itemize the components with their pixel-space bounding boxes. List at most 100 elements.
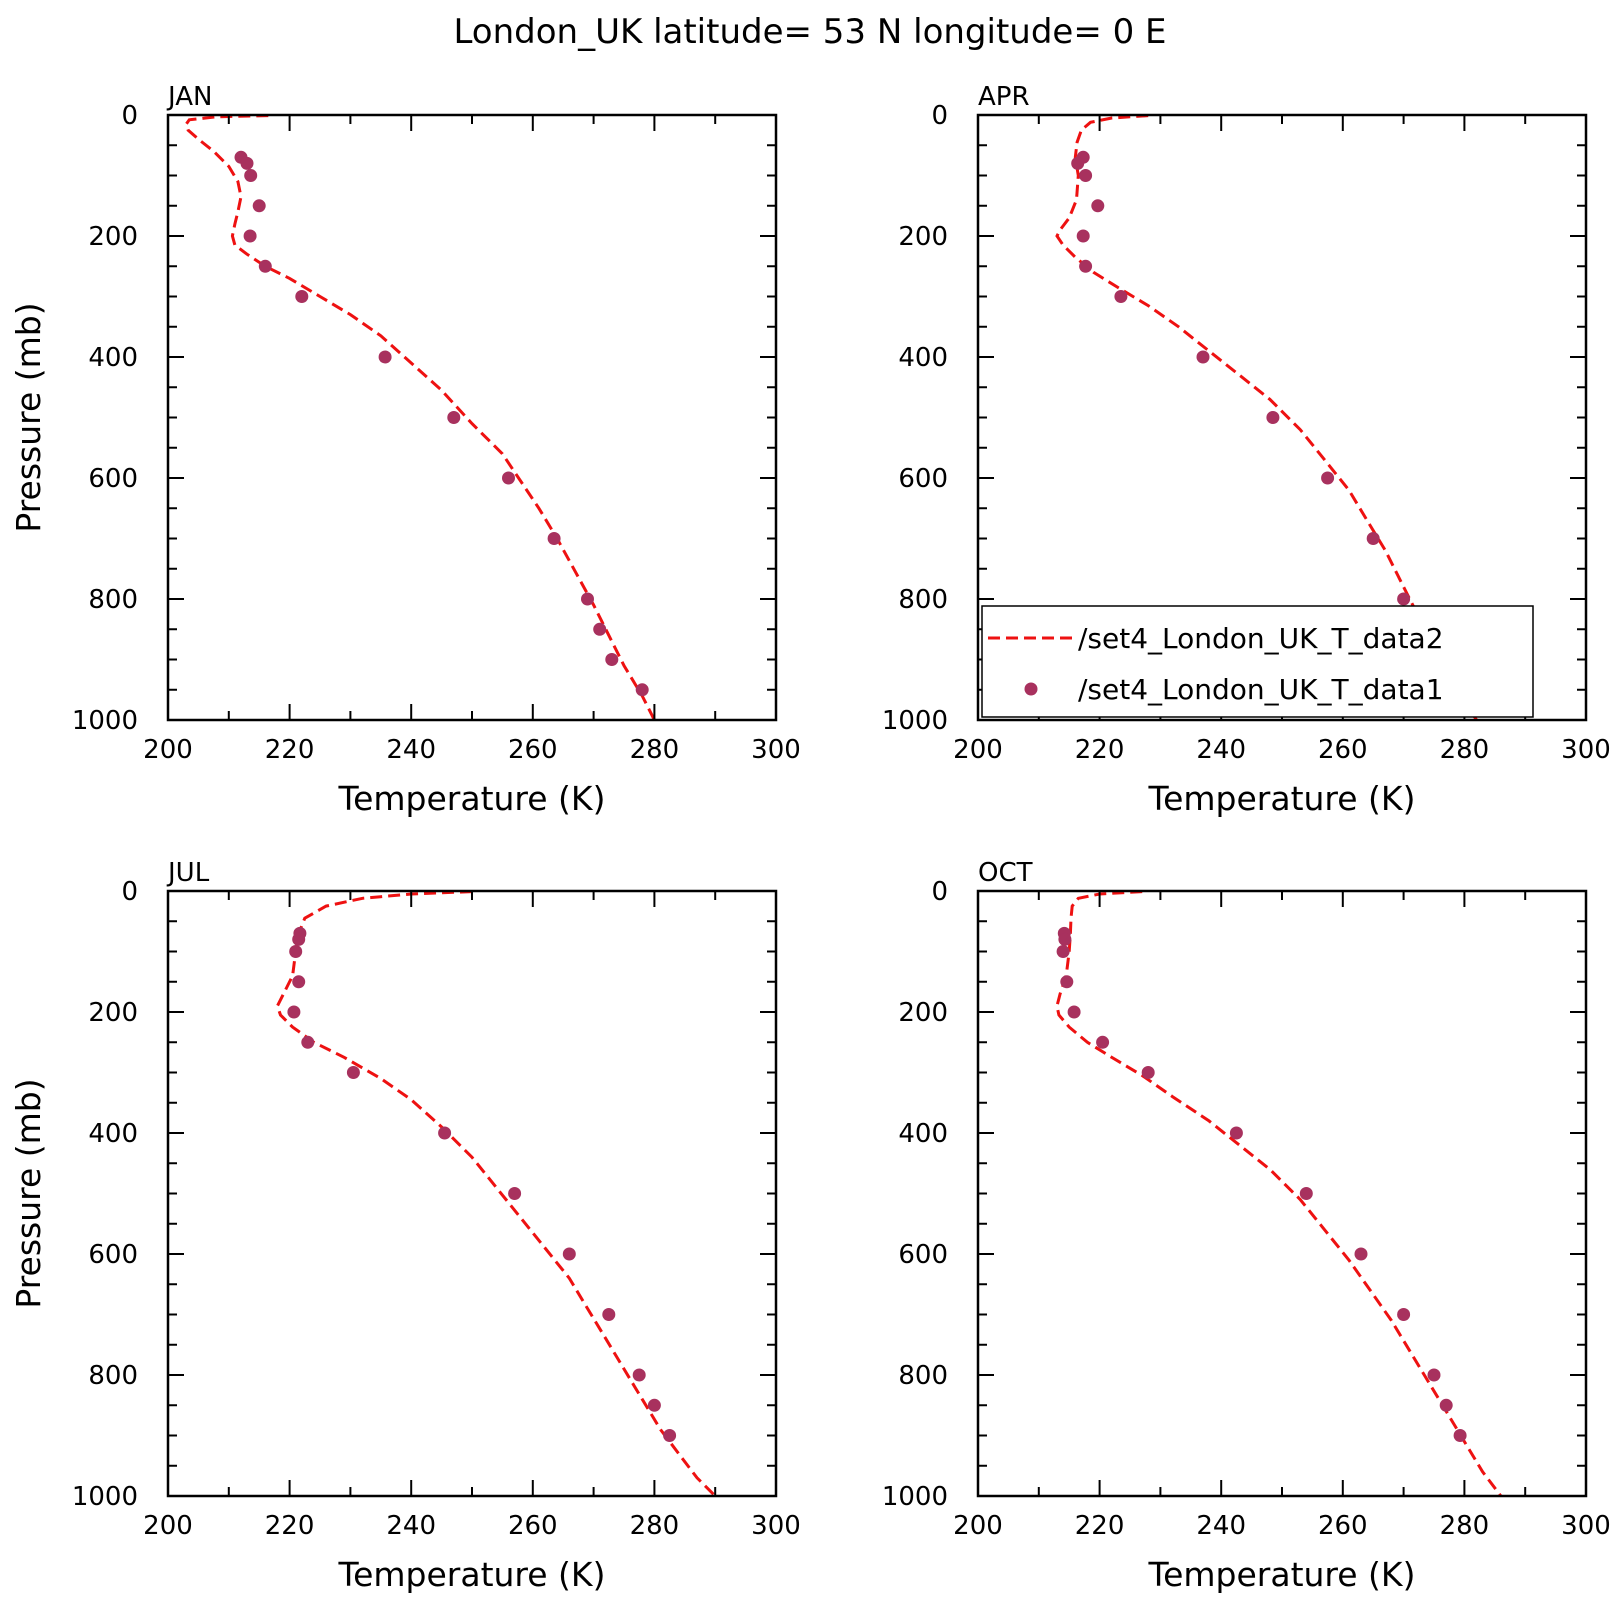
obs-point [1076, 229, 1090, 243]
y-tick-label: 1000 [72, 1482, 138, 1512]
model-line-series [1055, 114, 1478, 721]
obs-point [1397, 1308, 1411, 1321]
obs-point [292, 975, 306, 989]
y-tick-label: 0 [931, 101, 948, 131]
obs-point [1060, 975, 1074, 989]
y-tick-label: 800 [898, 1361, 948, 1391]
obs-point [252, 199, 266, 213]
obs-point [1091, 199, 1105, 213]
x-tick-label: 280 [630, 735, 680, 765]
obs-point [1299, 1187, 1313, 1200]
obs-point [1266, 411, 1280, 424]
obs-point [1196, 350, 1210, 364]
x-tick-label: 240 [1196, 735, 1246, 765]
x-tick-label: 200 [143, 1511, 193, 1541]
obs-point [378, 350, 392, 364]
y-tick-label: 400 [898, 343, 948, 373]
obs-point [593, 622, 607, 636]
panel-label: APR [978, 82, 1030, 112]
obs-point [635, 683, 649, 697]
obs-point [1366, 532, 1380, 545]
y-tick-label: 400 [88, 1119, 138, 1149]
x-tick-label: 220 [1075, 735, 1125, 765]
obs-point [1439, 1398, 1453, 1412]
x-tick-label: 260 [1318, 1511, 1368, 1541]
plot-frame [166, 889, 778, 1498]
x-tick-label: 240 [386, 1511, 436, 1541]
x-tick-label: 280 [630, 1511, 680, 1541]
obs-point [508, 1187, 522, 1200]
y-tick-label: 0 [121, 877, 138, 907]
panel-apr: APR 200 220 240 260 280 300 0 200 400 600 800 1000 Te… [882, 82, 1611, 818]
obs-point [244, 169, 258, 182]
obs-point [295, 290, 309, 303]
x-tick-label: 280 [1440, 735, 1490, 765]
x-axis-label: Temperature (K) [1148, 1555, 1416, 1594]
obs-point [1114, 290, 1128, 303]
model-line-series [184, 114, 656, 721]
obs-point [240, 156, 254, 170]
figure-title: London_UK latitude= 53 N longitude= 0 E [453, 12, 1166, 52]
obs-point [1067, 1005, 1081, 1019]
x-tick-label: 300 [1561, 1511, 1611, 1541]
obs-point [346, 1066, 360, 1079]
y-tick-label: 1000 [72, 706, 138, 736]
y-axis-label: Pressure (mb) [9, 302, 48, 532]
obs-point [562, 1247, 576, 1261]
model-line-series [1055, 890, 1503, 1497]
x-tick-label: 280 [1440, 1511, 1490, 1541]
obs-point [605, 653, 619, 666]
panel-label: JAN [166, 82, 212, 112]
obs-point [289, 945, 303, 958]
obs-point [647, 1398, 661, 1412]
obs-point [602, 1308, 616, 1321]
obs-point [663, 1429, 677, 1442]
y-tick-label: 400 [898, 1119, 948, 1149]
panel-label: OCT [978, 858, 1033, 888]
y-tick-label: 200 [88, 222, 138, 252]
x-tick-label: 260 [508, 1511, 558, 1541]
obs-point [547, 532, 561, 545]
obs-point [1056, 945, 1070, 958]
y-tick-label: 400 [88, 343, 138, 373]
obs-point [1141, 1066, 1155, 1079]
legend-box [981, 605, 1534, 718]
y-tick-label: 1000 [882, 706, 948, 736]
panel-jul: JUL 200 220 240 260 280 300 0 200 400 600 800 1000 Te… [9, 858, 801, 1594]
x-tick-label: 220 [1075, 1511, 1125, 1541]
x-tick-label: 260 [1318, 735, 1368, 765]
panel-label: JUL [166, 858, 210, 888]
obs-point [258, 259, 272, 273]
x-tick-label: 200 [143, 735, 193, 765]
obs-point [632, 1368, 646, 1382]
obs-point [1354, 1247, 1368, 1261]
obs-point [1397, 592, 1411, 606]
y-tick-label: 0 [931, 877, 948, 907]
y-tick-label: 200 [898, 998, 948, 1028]
obs-point [287, 1005, 301, 1019]
x-tick-label: 300 [751, 735, 801, 765]
y-tick-label: 600 [898, 1240, 948, 1270]
y-tick-label: 200 [88, 998, 138, 1028]
x-tick-label: 300 [1561, 735, 1611, 765]
y-tick-label: 200 [898, 222, 948, 252]
obs-point [292, 932, 306, 946]
obs-point [1229, 1126, 1243, 1140]
y-tick-label: 600 [88, 464, 138, 494]
obs-point [1321, 471, 1335, 485]
obs-point [502, 471, 515, 485]
obs-point [447, 411, 461, 424]
obs-point [1453, 1429, 1467, 1442]
y-tick-label: 600 [898, 464, 948, 494]
x-tick-label: 200 [953, 735, 1003, 765]
y-axis-label: Pressure (mb) [9, 1078, 48, 1308]
y-tick-label: 800 [88, 585, 138, 615]
y-tick-label: 800 [898, 585, 948, 615]
obs-point [438, 1126, 452, 1140]
obs-point [1079, 169, 1093, 182]
legend-entry-label: /set4_London_UK_T_data1 [1078, 673, 1444, 706]
obs-point [1096, 1035, 1110, 1049]
obs-point [1058, 932, 1072, 946]
x-axis-label: Temperature (K) [1148, 779, 1416, 818]
